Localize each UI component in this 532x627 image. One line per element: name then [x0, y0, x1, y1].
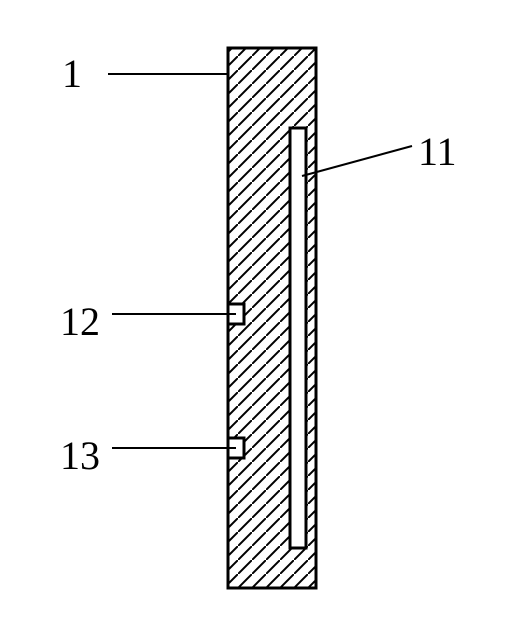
label-1: 1 — [62, 50, 82, 97]
label-11: 11 — [418, 128, 457, 175]
leader-11 — [302, 146, 412, 176]
label-12: 12 — [60, 298, 100, 345]
diagram-stage: 1 11 12 13 — [0, 0, 532, 627]
label-13: 13 — [60, 432, 100, 479]
